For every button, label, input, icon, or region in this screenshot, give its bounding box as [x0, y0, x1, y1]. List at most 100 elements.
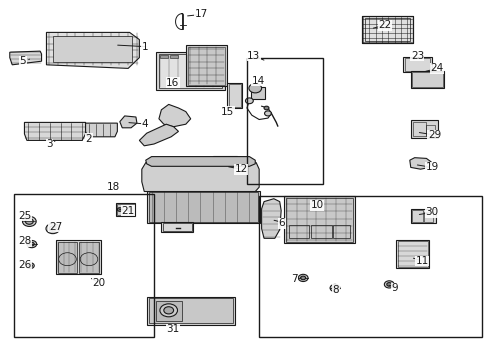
- Bar: [246, 58, 322, 184]
- Bar: [58, 242, 77, 273]
- Circle shape: [384, 281, 393, 288]
- Text: 13: 13: [246, 51, 260, 61]
- Bar: [148, 192, 258, 222]
- Polygon shape: [24, 122, 85, 140]
- Bar: [410, 209, 435, 223]
- Text: 26: 26: [19, 260, 32, 270]
- Circle shape: [27, 240, 37, 248]
- Circle shape: [160, 304, 177, 317]
- Text: 18: 18: [106, 182, 120, 192]
- Text: 16: 16: [166, 78, 179, 88]
- Polygon shape: [46, 32, 139, 68]
- Circle shape: [264, 111, 271, 116]
- Circle shape: [117, 208, 122, 211]
- Bar: [310, 225, 331, 238]
- Text: 17: 17: [194, 9, 207, 19]
- Bar: [170, 55, 178, 58]
- Text: 6: 6: [278, 218, 285, 228]
- Bar: [56, 240, 101, 274]
- Text: 28: 28: [19, 236, 32, 246]
- Bar: [79, 242, 99, 273]
- Bar: [161, 222, 193, 232]
- Bar: [156, 52, 224, 90]
- Text: 19: 19: [425, 162, 438, 172]
- Bar: [410, 71, 443, 88]
- Bar: [333, 225, 349, 238]
- Polygon shape: [261, 199, 281, 238]
- Circle shape: [28, 264, 32, 267]
- Bar: [411, 72, 442, 87]
- Text: 20: 20: [92, 278, 105, 288]
- Bar: [185, 45, 227, 86]
- Bar: [160, 55, 168, 58]
- Bar: [228, 84, 240, 107]
- Bar: [361, 16, 412, 43]
- Bar: [288, 225, 308, 238]
- Bar: [285, 198, 352, 242]
- Circle shape: [22, 216, 36, 226]
- Bar: [146, 191, 260, 223]
- Bar: [410, 120, 437, 138]
- Bar: [155, 301, 182, 321]
- Polygon shape: [145, 157, 255, 166]
- Text: 10: 10: [310, 200, 323, 210]
- Text: 22: 22: [377, 20, 390, 30]
- Circle shape: [26, 263, 34, 269]
- Bar: [364, 18, 409, 41]
- Circle shape: [298, 274, 307, 282]
- Text: 31: 31: [166, 324, 179, 334]
- Text: 24: 24: [429, 63, 443, 73]
- Circle shape: [332, 286, 337, 290]
- Bar: [148, 298, 232, 323]
- Circle shape: [245, 98, 253, 104]
- Bar: [424, 212, 432, 222]
- Text: 2: 2: [85, 134, 92, 144]
- Circle shape: [329, 284, 339, 292]
- Text: 1: 1: [142, 42, 148, 52]
- Text: 14: 14: [251, 76, 264, 86]
- Text: 27: 27: [49, 222, 62, 232]
- Bar: [227, 83, 242, 108]
- Text: 7: 7: [290, 274, 297, 284]
- Circle shape: [163, 307, 173, 314]
- Bar: [188, 47, 224, 85]
- Bar: [159, 54, 222, 88]
- Circle shape: [29, 242, 34, 246]
- Text: 8: 8: [332, 285, 339, 295]
- Circle shape: [46, 224, 60, 234]
- Circle shape: [25, 219, 33, 224]
- Circle shape: [59, 253, 76, 266]
- Polygon shape: [159, 104, 190, 127]
- Polygon shape: [139, 124, 178, 146]
- Polygon shape: [120, 116, 137, 128]
- Circle shape: [248, 84, 261, 93]
- Bar: [116, 203, 135, 216]
- Text: 21: 21: [121, 206, 134, 216]
- Text: 9: 9: [390, 283, 397, 293]
- Text: 15: 15: [221, 107, 234, 117]
- Text: 5: 5: [20, 56, 26, 66]
- Text: 30: 30: [425, 207, 438, 217]
- Bar: [251, 87, 264, 99]
- Polygon shape: [142, 159, 259, 192]
- Text: 3: 3: [46, 139, 53, 149]
- Circle shape: [127, 208, 132, 211]
- Polygon shape: [10, 51, 41, 65]
- Bar: [411, 210, 422, 222]
- Bar: [14, 194, 154, 337]
- Text: 11: 11: [415, 256, 428, 266]
- Circle shape: [264, 106, 268, 110]
- Bar: [212, 156, 237, 169]
- Bar: [395, 240, 428, 268]
- Circle shape: [300, 276, 305, 280]
- Bar: [426, 125, 434, 136]
- Bar: [397, 241, 427, 267]
- Text: 25: 25: [19, 211, 32, 221]
- Bar: [404, 58, 429, 71]
- Circle shape: [80, 253, 98, 266]
- Text: 12: 12: [234, 164, 247, 174]
- Circle shape: [49, 226, 56, 231]
- Bar: [53, 36, 132, 62]
- Bar: [163, 223, 191, 231]
- Bar: [361, 16, 412, 43]
